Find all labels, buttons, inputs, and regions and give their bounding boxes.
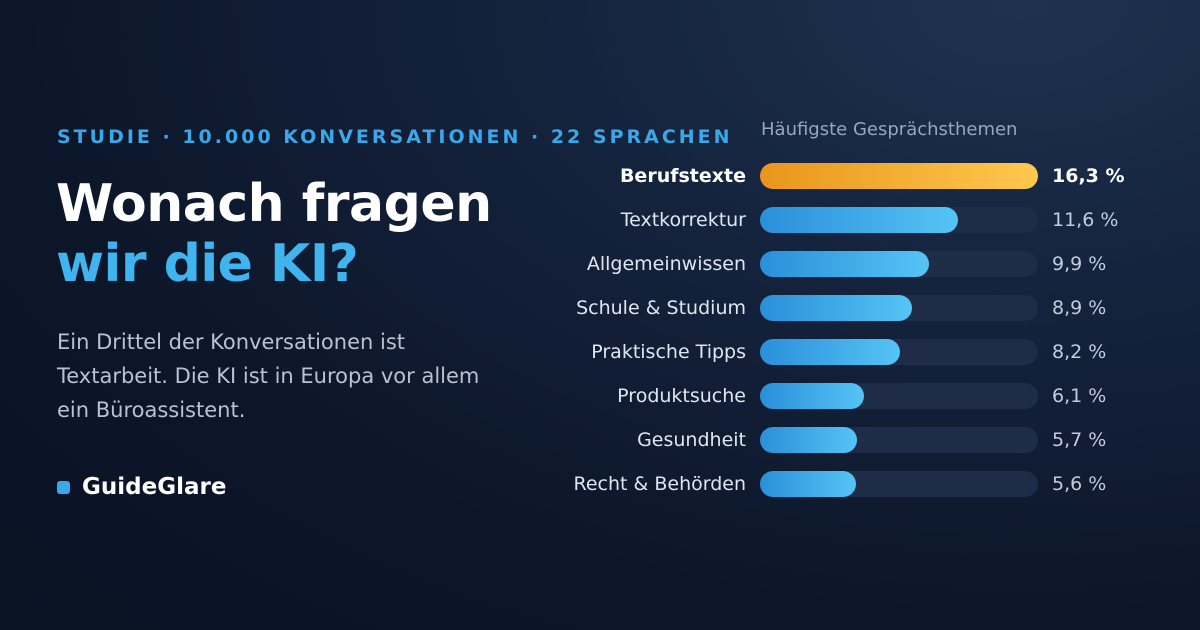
chart-title: Häufigste Gesprächsthemen — [761, 119, 1018, 140]
bar-row: Allgemeinwissen 9,9 % — [0, 251, 1200, 277]
lede-text: Ein Drittel der Konversationen ist Texta… — [57, 330, 480, 422]
bar — [760, 383, 864, 409]
bar-row: Praktische Tipps 8,2 % — [0, 339, 1200, 365]
bar — [760, 471, 856, 497]
bar-track — [760, 339, 1038, 365]
headline-line-1: Wonach fragen — [56, 174, 492, 234]
bar-value-label: 6,1 % — [1052, 385, 1107, 407]
bar-label: Praktische Tipps — [591, 341, 746, 363]
bar — [760, 295, 912, 321]
bar — [760, 251, 929, 277]
bar-label: Recht & Behörden — [573, 473, 746, 495]
bar-label: Berufstexte — [619, 165, 746, 187]
bar-track — [760, 383, 1038, 409]
bar — [760, 427, 857, 453]
bar-label: Produktsuche — [617, 385, 746, 407]
bar-track — [760, 163, 1038, 189]
bar-track — [760, 295, 1038, 321]
bar-label: Textkorrektur — [620, 209, 746, 231]
brand: GuideGlare — [57, 474, 226, 500]
bar-value-label: 5,6 % — [1052, 473, 1107, 495]
bar — [760, 163, 1038, 189]
brand-square-icon — [57, 480, 70, 494]
brand-name: GuideGlare — [82, 474, 227, 500]
bar-value-label: 8,2 % — [1052, 341, 1107, 363]
headline-line-2: wir die KI? — [56, 234, 359, 294]
bar-row: Gesundheit 5,7 % — [0, 427, 1200, 453]
bar-label: Allgemeinwissen — [586, 253, 746, 275]
bar-label: Gesundheit — [637, 429, 746, 451]
bar-value-label: 9,9 % — [1052, 253, 1107, 275]
bar — [760, 207, 958, 233]
bar-value-label: 8,9 % — [1052, 297, 1107, 319]
bar — [760, 339, 900, 365]
bar-row: Schule & Studium 8,9 % — [0, 295, 1200, 321]
eyebrow-text: STUDIE · 10.000 KONVERSATIONEN · 22 SPRA… — [57, 126, 733, 148]
headline: Wonach fragen wir die KI? — [56, 174, 492, 294]
bar-value-label: 5,7 % — [1052, 429, 1107, 451]
bar-track — [760, 471, 1038, 497]
bar-row: Textkorrektur 11,6 % — [0, 207, 1200, 233]
bar-row: Produktsuche 6,1 % — [0, 383, 1200, 409]
bar-row: Berufstexte 16,3 % — [0, 163, 1200, 189]
bar-row: Recht & Behörden 5,6 % — [0, 471, 1200, 497]
bar-value-label: 11,6 % — [1052, 209, 1119, 231]
bar-track — [760, 251, 1038, 277]
bar-value-label: 16,3 % — [1052, 165, 1125, 187]
bar-track — [760, 427, 1038, 453]
bar-label: Schule & Studium — [576, 297, 746, 319]
bar-track — [760, 207, 1038, 233]
